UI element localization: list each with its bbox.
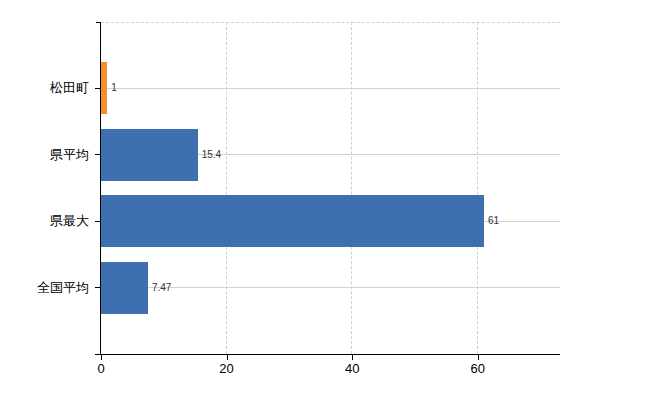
category-label: 県平均 <box>0 146 89 164</box>
value-label: 61 <box>488 215 499 227</box>
bar <box>101 62 107 114</box>
v-gridline <box>351 22 352 354</box>
x-axis-tick <box>478 355 479 360</box>
value-label: 15.4 <box>202 149 221 161</box>
bar <box>101 262 148 314</box>
category-label: 県最大 <box>0 212 89 230</box>
value-label: 1 <box>111 82 117 94</box>
x-axis-tick <box>352 355 353 360</box>
x-axis-tick <box>101 355 102 360</box>
x-axis-tick <box>227 355 228 360</box>
bar-chart: 0 20 40 60 松田町 1 県平均 15.4 県最大 61 全国平均 7.47 <box>0 0 650 400</box>
v-gridline <box>226 22 227 354</box>
category-label: 全国平均 <box>0 279 89 297</box>
value-label: 7.47 <box>152 282 171 294</box>
bar <box>101 129 198 181</box>
x-tick-label: 60 <box>458 361 498 376</box>
bar <box>101 195 484 247</box>
plot-area <box>101 22 560 354</box>
x-axis-line <box>95 354 560 355</box>
x-tick-label: 40 <box>332 361 372 376</box>
category-label: 松田町 <box>0 79 89 97</box>
y-axis-line <box>100 22 101 354</box>
x-tick-label: 20 <box>207 361 247 376</box>
y-axis-top-tick <box>96 22 101 23</box>
v-gridline <box>477 22 478 354</box>
x-tick-label: 0 <box>81 361 121 376</box>
row-gridline <box>101 88 560 89</box>
